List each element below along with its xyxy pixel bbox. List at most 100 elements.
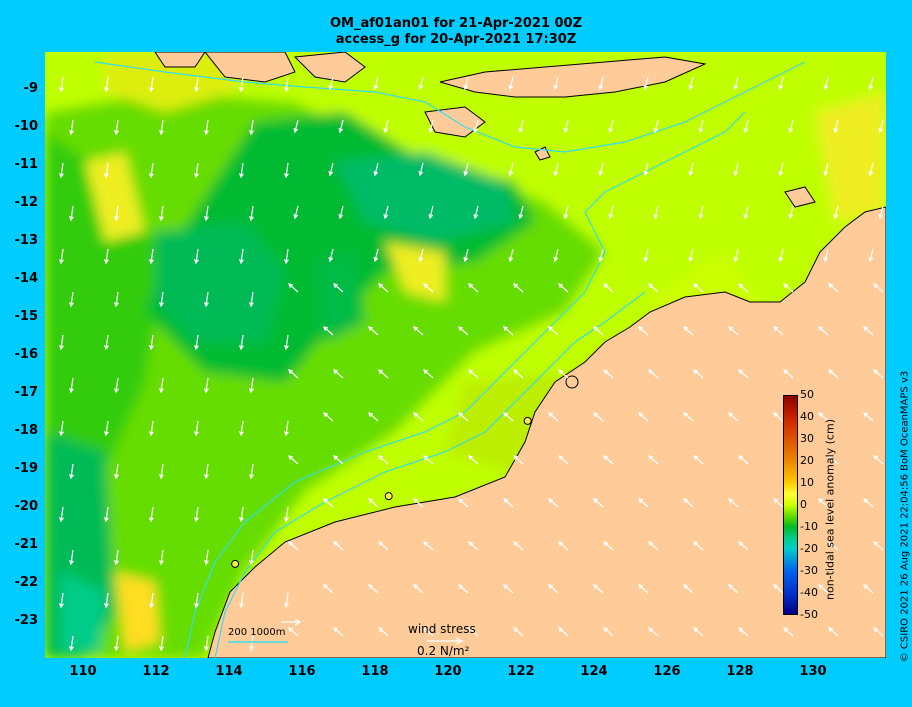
wind-arrow: [378, 455, 389, 465]
wind-arrow: [473, 205, 479, 220]
wind-arrow: [69, 463, 74, 480]
wind-arrow: [743, 205, 749, 220]
wind-arrow: [548, 326, 559, 336]
wind-arrow: [59, 76, 64, 93]
wind-arrow: [468, 541, 479, 551]
wind-arrow: [698, 205, 704, 220]
wind-arrow: [593, 584, 604, 594]
wind-arrow: [648, 541, 659, 551]
wind-arrow: [728, 584, 739, 594]
wind-arrow: [683, 584, 694, 594]
wind-arrow: [593, 498, 604, 508]
wind-arrow: [513, 283, 524, 293]
wind-arrow: [738, 283, 749, 293]
x-tick-label: 120: [434, 664, 462, 679]
wind-arrow: [59, 248, 64, 265]
wind-arrow: [328, 248, 334, 263]
scale-arrow-icon: [281, 618, 302, 626]
wind-arrow: [458, 584, 469, 594]
wind-arrow: [818, 326, 829, 336]
wind-stress-arrows: [59, 76, 884, 652]
y-tick-label: -15: [14, 309, 39, 324]
wind-arrow: [284, 420, 289, 437]
wind-arrow: [503, 412, 514, 422]
wind-arrow: [288, 627, 299, 637]
wind-arrow: [503, 326, 514, 336]
wind-arrow: [518, 119, 524, 134]
colorbar-tick: -10: [800, 520, 818, 533]
wind-arrow: [548, 584, 559, 594]
wind-arrow: [284, 506, 289, 523]
wind-arrow: [648, 455, 659, 465]
x-tick-label: 112: [142, 664, 170, 679]
wind-arrow: [59, 334, 64, 351]
wind-arrow: [733, 248, 739, 263]
wind-arrow: [788, 205, 794, 220]
wind-arrow: [104, 76, 109, 93]
sea-level-map: [45, 52, 886, 658]
wind-arrow: [368, 412, 379, 422]
wind-arrow: [738, 541, 749, 551]
wind-arrow: [788, 119, 794, 134]
wind-arrow: [688, 162, 694, 177]
wind-arrow: [413, 584, 424, 594]
map-title-line-2: access_g for 20-Apr-2021 17:30Z: [335, 32, 577, 47]
x-tick-label: 130: [799, 664, 827, 679]
wind-arrow: [563, 205, 569, 220]
wind-arrow: [693, 627, 704, 637]
wind-arrow: [733, 76, 739, 91]
wind-arrow: [773, 326, 784, 336]
wind-arrow: [104, 506, 109, 523]
wind-arrow: [159, 549, 164, 566]
wind-arrow: [59, 162, 64, 179]
wind-arrow: [608, 205, 614, 220]
wind-arrow: [648, 283, 659, 293]
wind-arrow: [553, 248, 559, 263]
wind-arrow: [69, 635, 74, 652]
colorbar-label: non-tidal sea level anomaly (cm): [823, 419, 837, 600]
wind-arrow: [638, 412, 649, 422]
wind-arrow: [738, 369, 749, 379]
wind-arrow: [868, 248, 874, 263]
wind-arrow: [338, 205, 344, 220]
x-tick-label: 124: [580, 664, 608, 679]
wind-arrow: [868, 162, 874, 177]
isobaths: [94, 61, 806, 658]
y-tick-label: -16: [14, 347, 39, 362]
wind-arrow: [878, 119, 884, 134]
wind-arrow: [603, 455, 614, 465]
wind-arrow: [194, 248, 199, 265]
wind-stress-title: wind stress: [408, 622, 476, 636]
wind-arrow: [603, 369, 614, 379]
wind-arrow: [458, 326, 469, 336]
wind-arrow: [833, 205, 839, 220]
wind-arrow: [239, 248, 244, 265]
wind-arrow: [418, 248, 424, 263]
wind-arrow: [239, 420, 244, 437]
wind-arrow: [249, 635, 254, 652]
wind-arrow: [159, 463, 164, 480]
wind-arrow: [204, 119, 209, 136]
wind-arrow: [204, 205, 209, 222]
wind-arrow: [688, 248, 694, 263]
wind-arrow: [778, 76, 784, 91]
wind-arrow: [818, 412, 829, 422]
wind-arrow: [323, 584, 334, 594]
x-tick-label: 122: [507, 664, 535, 679]
wind-arrow: [249, 377, 254, 394]
wind-arrow: [149, 76, 154, 93]
wind-arrow: [383, 205, 389, 220]
wind-arrow: [104, 592, 109, 609]
wind-arrow: [194, 592, 199, 609]
wind-arrow: [204, 463, 209, 480]
wind-arrow: [513, 627, 524, 637]
wind-arrow: [823, 248, 829, 263]
wind-arrow: [428, 119, 434, 134]
wind-arrow: [638, 326, 649, 336]
wind-arrow: [563, 119, 569, 134]
wind-arrow: [548, 412, 559, 422]
wind-arrow: [114, 635, 119, 652]
x-tick-label: 114: [215, 664, 243, 679]
wind-arrow: [59, 506, 64, 523]
wind-arrow: [513, 455, 524, 465]
